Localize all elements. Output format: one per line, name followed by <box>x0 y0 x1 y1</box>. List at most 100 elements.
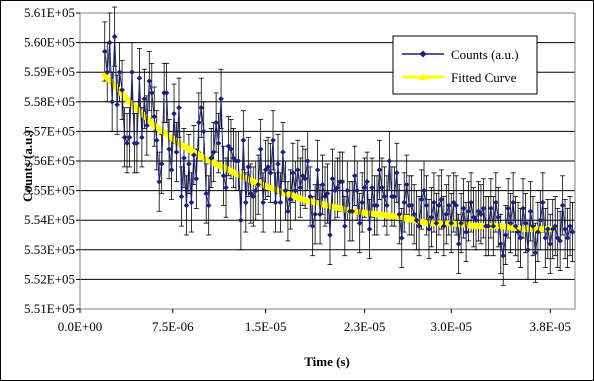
x-axis-title: Time (s) <box>304 354 350 369</box>
data-point <box>473 217 479 223</box>
data-point <box>124 140 130 147</box>
data-point <box>515 229 521 235</box>
data-point <box>421 187 427 194</box>
data-point <box>517 235 524 241</box>
y-tick-label: 5.57E+05 <box>24 123 75 138</box>
data-point <box>191 152 197 158</box>
data-point <box>176 104 182 111</box>
data-point <box>141 96 148 102</box>
data-point <box>493 199 499 206</box>
data-point <box>431 199 437 206</box>
data-point <box>148 90 155 96</box>
data-point <box>109 99 115 105</box>
data-point <box>394 170 400 176</box>
legend-counts-marker <box>419 50 427 58</box>
data-point <box>344 187 351 194</box>
data-point <box>314 167 321 173</box>
legend: Counts (a.u.) Fitted Curve <box>392 35 538 95</box>
data-point <box>374 202 380 209</box>
data-point <box>488 205 494 212</box>
x-tick-label: 3.8E-05 <box>529 319 571 334</box>
data-point <box>265 164 271 170</box>
data-point <box>559 202 566 209</box>
data-point <box>433 220 440 226</box>
data-point <box>252 187 259 194</box>
data-markers <box>101 33 576 259</box>
data-point <box>292 187 299 194</box>
y-tick-label: 5.51E+05 <box>24 301 75 316</box>
data-point <box>134 140 140 147</box>
data-point <box>144 122 150 129</box>
data-point <box>510 199 516 206</box>
data-point <box>396 211 403 218</box>
data-point <box>280 149 286 155</box>
data-point <box>114 101 120 108</box>
data-point <box>342 223 348 229</box>
data-point <box>203 190 210 197</box>
data-point <box>255 181 261 188</box>
data-point <box>562 226 568 232</box>
data-point <box>104 69 111 75</box>
fitted-curve-layer <box>101 72 554 233</box>
data-point <box>480 205 487 212</box>
data-point <box>426 226 432 232</box>
data-point <box>210 149 217 155</box>
data-point <box>478 211 484 218</box>
data-point <box>260 199 266 206</box>
data-point <box>413 217 420 223</box>
data-point <box>403 181 410 188</box>
legend-counts-label: Counts (a.u.) <box>451 47 519 62</box>
data-point <box>151 113 158 120</box>
data-point <box>530 223 536 229</box>
y-tick-label: 5.58E+05 <box>24 94 75 109</box>
data-point <box>186 161 192 167</box>
data-point <box>257 146 264 152</box>
data-point <box>240 137 247 144</box>
data-point <box>262 167 269 173</box>
data-point <box>178 193 185 200</box>
data-point <box>500 252 507 259</box>
data-point <box>567 223 573 229</box>
x-tick-label: 2.3E-05 <box>344 319 386 334</box>
data-point <box>272 199 279 206</box>
data-point <box>119 87 125 93</box>
data-point <box>126 134 133 141</box>
data-point <box>455 241 462 247</box>
data-point <box>129 69 135 75</box>
data-point <box>542 235 549 241</box>
y-tick-label: 5.61E+05 <box>24 5 75 20</box>
data-point <box>445 202 452 209</box>
data-point <box>307 193 313 200</box>
data-point <box>532 249 539 256</box>
data-point <box>391 193 398 200</box>
data-point <box>290 170 296 176</box>
data-point <box>485 223 492 229</box>
data-point <box>317 211 323 218</box>
data-point <box>527 208 534 215</box>
data-point <box>448 220 455 226</box>
data-point <box>525 247 531 253</box>
y-axis-ticks: 5.51E+05 5.52E+05 5.53E+05 5.54E+05 5.55E+05… <box>24 5 80 316</box>
data-point <box>465 208 472 215</box>
data-point <box>381 193 388 200</box>
x-tick-label: 1.5E-05 <box>245 319 287 334</box>
data-point <box>379 184 385 191</box>
data-point <box>111 33 118 40</box>
data-point <box>408 202 415 209</box>
data-point <box>490 223 497 229</box>
data-point <box>156 178 162 185</box>
data-point <box>351 173 358 179</box>
data-point <box>332 187 338 194</box>
data-point <box>535 229 541 235</box>
data-point <box>153 137 160 144</box>
data-point <box>327 232 333 238</box>
data-point <box>540 199 546 206</box>
counts-series-line <box>104 36 573 256</box>
data-point <box>564 235 571 241</box>
legend-fit-marker <box>419 73 427 80</box>
data-point <box>416 223 422 229</box>
data-point <box>238 217 244 223</box>
data-point <box>356 220 363 226</box>
data-point <box>463 229 469 235</box>
data-point <box>398 235 405 241</box>
